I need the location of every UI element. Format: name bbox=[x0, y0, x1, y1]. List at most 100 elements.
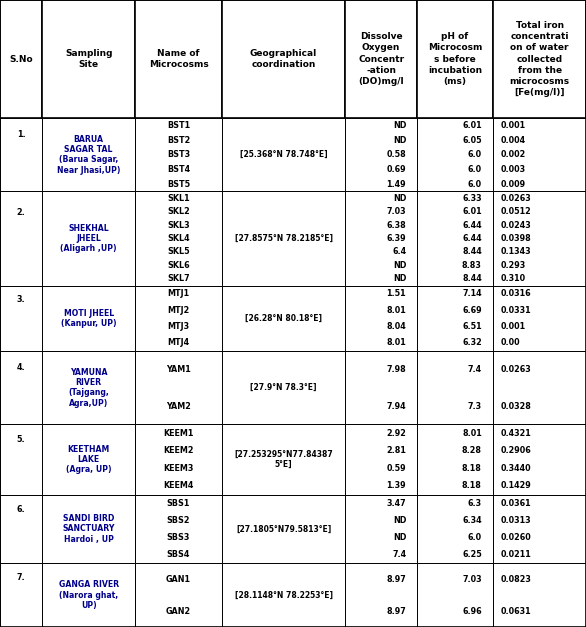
Text: 0.0316: 0.0316 bbox=[500, 289, 532, 298]
Bar bbox=[42, 0, 135, 118]
Bar bbox=[493, 495, 586, 563]
Text: ND: ND bbox=[393, 135, 406, 145]
Text: SBS1: SBS1 bbox=[167, 498, 190, 508]
Text: 2.92: 2.92 bbox=[386, 429, 406, 438]
Text: 8.44: 8.44 bbox=[462, 248, 482, 256]
Bar bbox=[135, 351, 222, 424]
Text: KEEM4: KEEM4 bbox=[163, 482, 194, 490]
Text: 7.03: 7.03 bbox=[462, 574, 482, 584]
Bar bbox=[42, 424, 135, 495]
Bar bbox=[417, 424, 493, 495]
Text: SHEKHAL
JHEEL
(Aligarh ,UP): SHEKHAL JHEEL (Aligarh ,UP) bbox=[60, 224, 117, 253]
Bar bbox=[222, 285, 345, 351]
Bar bbox=[345, 351, 417, 424]
Bar bbox=[417, 0, 493, 118]
Bar bbox=[222, 0, 345, 118]
Text: 4.: 4. bbox=[17, 362, 25, 372]
Text: [27.253295°N77.84387
5°E]: [27.253295°N77.84387 5°E] bbox=[234, 450, 333, 469]
Text: BST3: BST3 bbox=[167, 150, 190, 159]
Text: 0.001: 0.001 bbox=[500, 322, 526, 331]
Text: 0.00: 0.00 bbox=[500, 339, 520, 347]
Text: 8.28: 8.28 bbox=[462, 446, 482, 455]
Bar bbox=[42, 563, 135, 627]
Text: 0.4321: 0.4321 bbox=[500, 429, 532, 438]
Text: 8.04: 8.04 bbox=[386, 322, 406, 331]
Text: 0.69: 0.69 bbox=[387, 165, 406, 174]
Text: 6.44: 6.44 bbox=[462, 221, 482, 229]
Text: MTJ3: MTJ3 bbox=[168, 322, 189, 331]
Text: [27.1805°N79.5813°E]: [27.1805°N79.5813°E] bbox=[236, 524, 331, 534]
Text: 6.05: 6.05 bbox=[462, 135, 482, 145]
Bar bbox=[222, 424, 345, 495]
Text: 6.39: 6.39 bbox=[387, 234, 406, 243]
Text: pH of
Microcosm
s before
incubation
(ms): pH of Microcosm s before incubation (ms) bbox=[428, 33, 482, 86]
Bar bbox=[345, 495, 417, 563]
Text: 1.51: 1.51 bbox=[387, 289, 406, 298]
Text: 1.: 1. bbox=[17, 130, 25, 139]
Bar bbox=[222, 351, 345, 424]
Text: ND: ND bbox=[393, 194, 406, 203]
Text: SKL2: SKL2 bbox=[167, 207, 190, 216]
Text: 7.94: 7.94 bbox=[387, 401, 406, 411]
Bar bbox=[417, 495, 493, 563]
Text: YAM2: YAM2 bbox=[166, 401, 191, 411]
Text: 0.001: 0.001 bbox=[500, 121, 526, 130]
Bar bbox=[42, 351, 135, 424]
Text: 7.: 7. bbox=[17, 572, 25, 582]
Text: 7.14: 7.14 bbox=[462, 289, 482, 298]
Text: 6.3: 6.3 bbox=[468, 498, 482, 508]
Text: 0.0260: 0.0260 bbox=[500, 533, 532, 542]
Text: 7.98: 7.98 bbox=[386, 365, 406, 374]
Bar bbox=[345, 191, 417, 285]
Text: Name of
Microcosms: Name of Microcosms bbox=[149, 49, 209, 69]
Text: 8.01: 8.01 bbox=[386, 305, 406, 315]
Bar bbox=[345, 118, 417, 191]
Bar bbox=[493, 563, 586, 627]
Bar bbox=[42, 495, 135, 563]
Text: SBS4: SBS4 bbox=[167, 550, 190, 559]
Bar bbox=[222, 191, 345, 285]
Text: 8.97: 8.97 bbox=[386, 574, 406, 584]
Text: GAN1: GAN1 bbox=[166, 574, 191, 584]
Text: GANGA RIVER
(Narora ghat,
UP): GANGA RIVER (Narora ghat, UP) bbox=[59, 580, 119, 610]
Text: SKL5: SKL5 bbox=[167, 248, 190, 256]
Text: YAMUNA
RIVER
(Tajgang,
Agra,UP): YAMUNA RIVER (Tajgang, Agra,UP) bbox=[68, 367, 109, 408]
Text: 0.002: 0.002 bbox=[500, 150, 526, 159]
Bar bbox=[0, 285, 42, 351]
Text: SKL1: SKL1 bbox=[167, 194, 190, 203]
Text: 6.4: 6.4 bbox=[392, 248, 406, 256]
Text: 0.0313: 0.0313 bbox=[500, 516, 532, 525]
Text: 0.0512: 0.0512 bbox=[500, 207, 532, 216]
Text: KEEM2: KEEM2 bbox=[163, 446, 194, 455]
Text: Total iron
concentrati
on of water
collected
from the
microcosms
[Fe(mg/l)]: Total iron concentrati on of water colle… bbox=[510, 21, 570, 97]
Text: BST5: BST5 bbox=[167, 179, 190, 189]
Text: 6.01: 6.01 bbox=[462, 207, 482, 216]
Text: 0.0263: 0.0263 bbox=[500, 365, 532, 374]
Text: 3.: 3. bbox=[17, 295, 25, 305]
Bar bbox=[345, 563, 417, 627]
Text: 0.003: 0.003 bbox=[500, 165, 526, 174]
Text: BST2: BST2 bbox=[167, 135, 190, 145]
Text: 6.: 6. bbox=[17, 505, 25, 514]
Text: MTJ1: MTJ1 bbox=[168, 289, 189, 298]
Text: 7.4: 7.4 bbox=[468, 365, 482, 374]
Text: 8.18: 8.18 bbox=[462, 464, 482, 473]
Text: 6.0: 6.0 bbox=[468, 150, 482, 159]
Text: 0.0361: 0.0361 bbox=[500, 498, 532, 508]
Bar bbox=[417, 351, 493, 424]
Bar bbox=[0, 495, 42, 563]
Text: 2.81: 2.81 bbox=[386, 446, 406, 455]
Text: MTJ2: MTJ2 bbox=[168, 305, 190, 315]
Text: 1.39: 1.39 bbox=[387, 482, 406, 490]
Text: BST4: BST4 bbox=[167, 165, 190, 174]
Bar bbox=[417, 563, 493, 627]
Text: [25.368°N 78.748°E]: [25.368°N 78.748°E] bbox=[240, 150, 328, 159]
Text: 0.2906: 0.2906 bbox=[500, 446, 532, 455]
Bar bbox=[493, 285, 586, 351]
Text: ND: ND bbox=[393, 275, 406, 283]
Text: 0.1343: 0.1343 bbox=[500, 248, 532, 256]
Bar bbox=[42, 285, 135, 351]
Text: 5.: 5. bbox=[17, 435, 25, 445]
Text: GAN2: GAN2 bbox=[166, 606, 191, 616]
Text: [27.8575°N 78.2185°E]: [27.8575°N 78.2185°E] bbox=[234, 234, 333, 243]
